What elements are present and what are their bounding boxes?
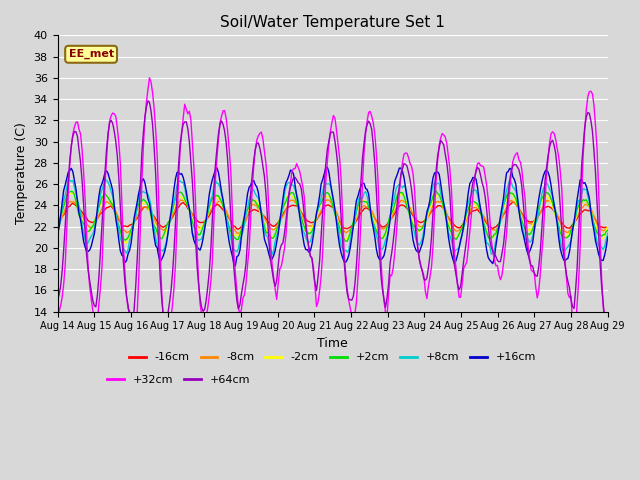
-8cm [237,228,245,234]
-8cm [54,221,61,227]
+64cm [54,298,61,303]
Line: -2cm: -2cm [58,192,608,243]
+8cm [65,177,72,183]
-16cm [577,211,584,217]
+8cm [237,232,245,238]
Line: +32cm: +32cm [58,78,608,352]
-16cm [247,208,255,214]
+2cm [577,199,584,205]
+16cm [577,177,584,183]
+8cm [123,251,131,256]
+32cm [604,341,612,347]
-16cm [604,225,612,230]
+32cm [248,188,256,193]
-2cm [248,200,256,206]
Line: -8cm: -8cm [58,200,608,233]
+8cm [577,199,584,204]
+32cm [54,314,61,320]
+64cm [220,121,227,127]
+64cm [237,291,245,297]
-8cm [247,205,255,211]
+16cm [218,189,225,194]
+32cm [577,243,584,249]
+2cm [432,188,440,194]
Legend: +32cm, +64cm: +32cm, +64cm [102,370,255,389]
+2cm [245,203,253,209]
+2cm [121,237,129,243]
+2cm [54,223,61,228]
-8cm [234,230,242,236]
-8cm [323,197,331,203]
Line: -16cm: -16cm [58,202,608,229]
+64cm [144,98,152,104]
Text: EE_met: EE_met [68,49,114,60]
+16cm [54,230,61,236]
-8cm [296,206,303,212]
Line: +16cm: +16cm [58,167,608,266]
+64cm [604,323,612,329]
+64cm [296,181,303,187]
-8cm [218,200,225,205]
-2cm [604,223,612,228]
+64cm [575,230,582,236]
+32cm [121,270,129,276]
+2cm [604,228,612,233]
+2cm [342,239,349,244]
+16cm [604,234,612,240]
-8cm [577,207,584,213]
-16cm [509,199,516,205]
X-axis label: Time: Time [317,337,348,350]
-2cm [69,190,77,195]
+8cm [54,233,61,239]
-2cm [54,221,61,227]
+32cm [129,349,136,355]
+32cm [298,176,305,182]
-2cm [124,236,132,242]
-16cm [54,220,61,226]
-16cm [218,205,225,211]
-16cm [237,224,245,229]
+16cm [237,234,245,240]
+8cm [247,192,255,198]
+32cm [221,108,228,113]
+8cm [268,252,276,257]
+2cm [218,199,225,205]
+16cm [323,164,331,170]
-2cm [123,240,131,246]
+8cm [298,220,305,226]
+8cm [220,198,227,204]
-8cm [604,225,612,230]
+2cm [236,232,244,238]
-16cm [121,223,129,229]
+32cm [146,75,154,81]
+64cm [121,280,129,286]
-2cm [239,223,247,228]
-8cm [121,228,129,234]
-2cm [577,202,584,207]
-16cm [234,226,242,232]
+2cm [294,206,302,212]
+16cm [296,214,303,219]
Title: Soil/Water Temperature Set 1: Soil/Water Temperature Set 1 [220,15,445,30]
+64cm [247,191,255,196]
-2cm [298,213,305,218]
-16cm [296,206,303,212]
+16cm [232,263,239,269]
+32cm [239,295,247,300]
Line: +8cm: +8cm [58,180,608,254]
+16cm [247,182,255,188]
+16cm [121,260,129,265]
Line: +64cm: +64cm [58,101,608,326]
+8cm [604,230,612,236]
Line: +2cm: +2cm [58,191,608,241]
Y-axis label: Temperature (C): Temperature (C) [15,122,28,225]
-2cm [221,209,228,215]
